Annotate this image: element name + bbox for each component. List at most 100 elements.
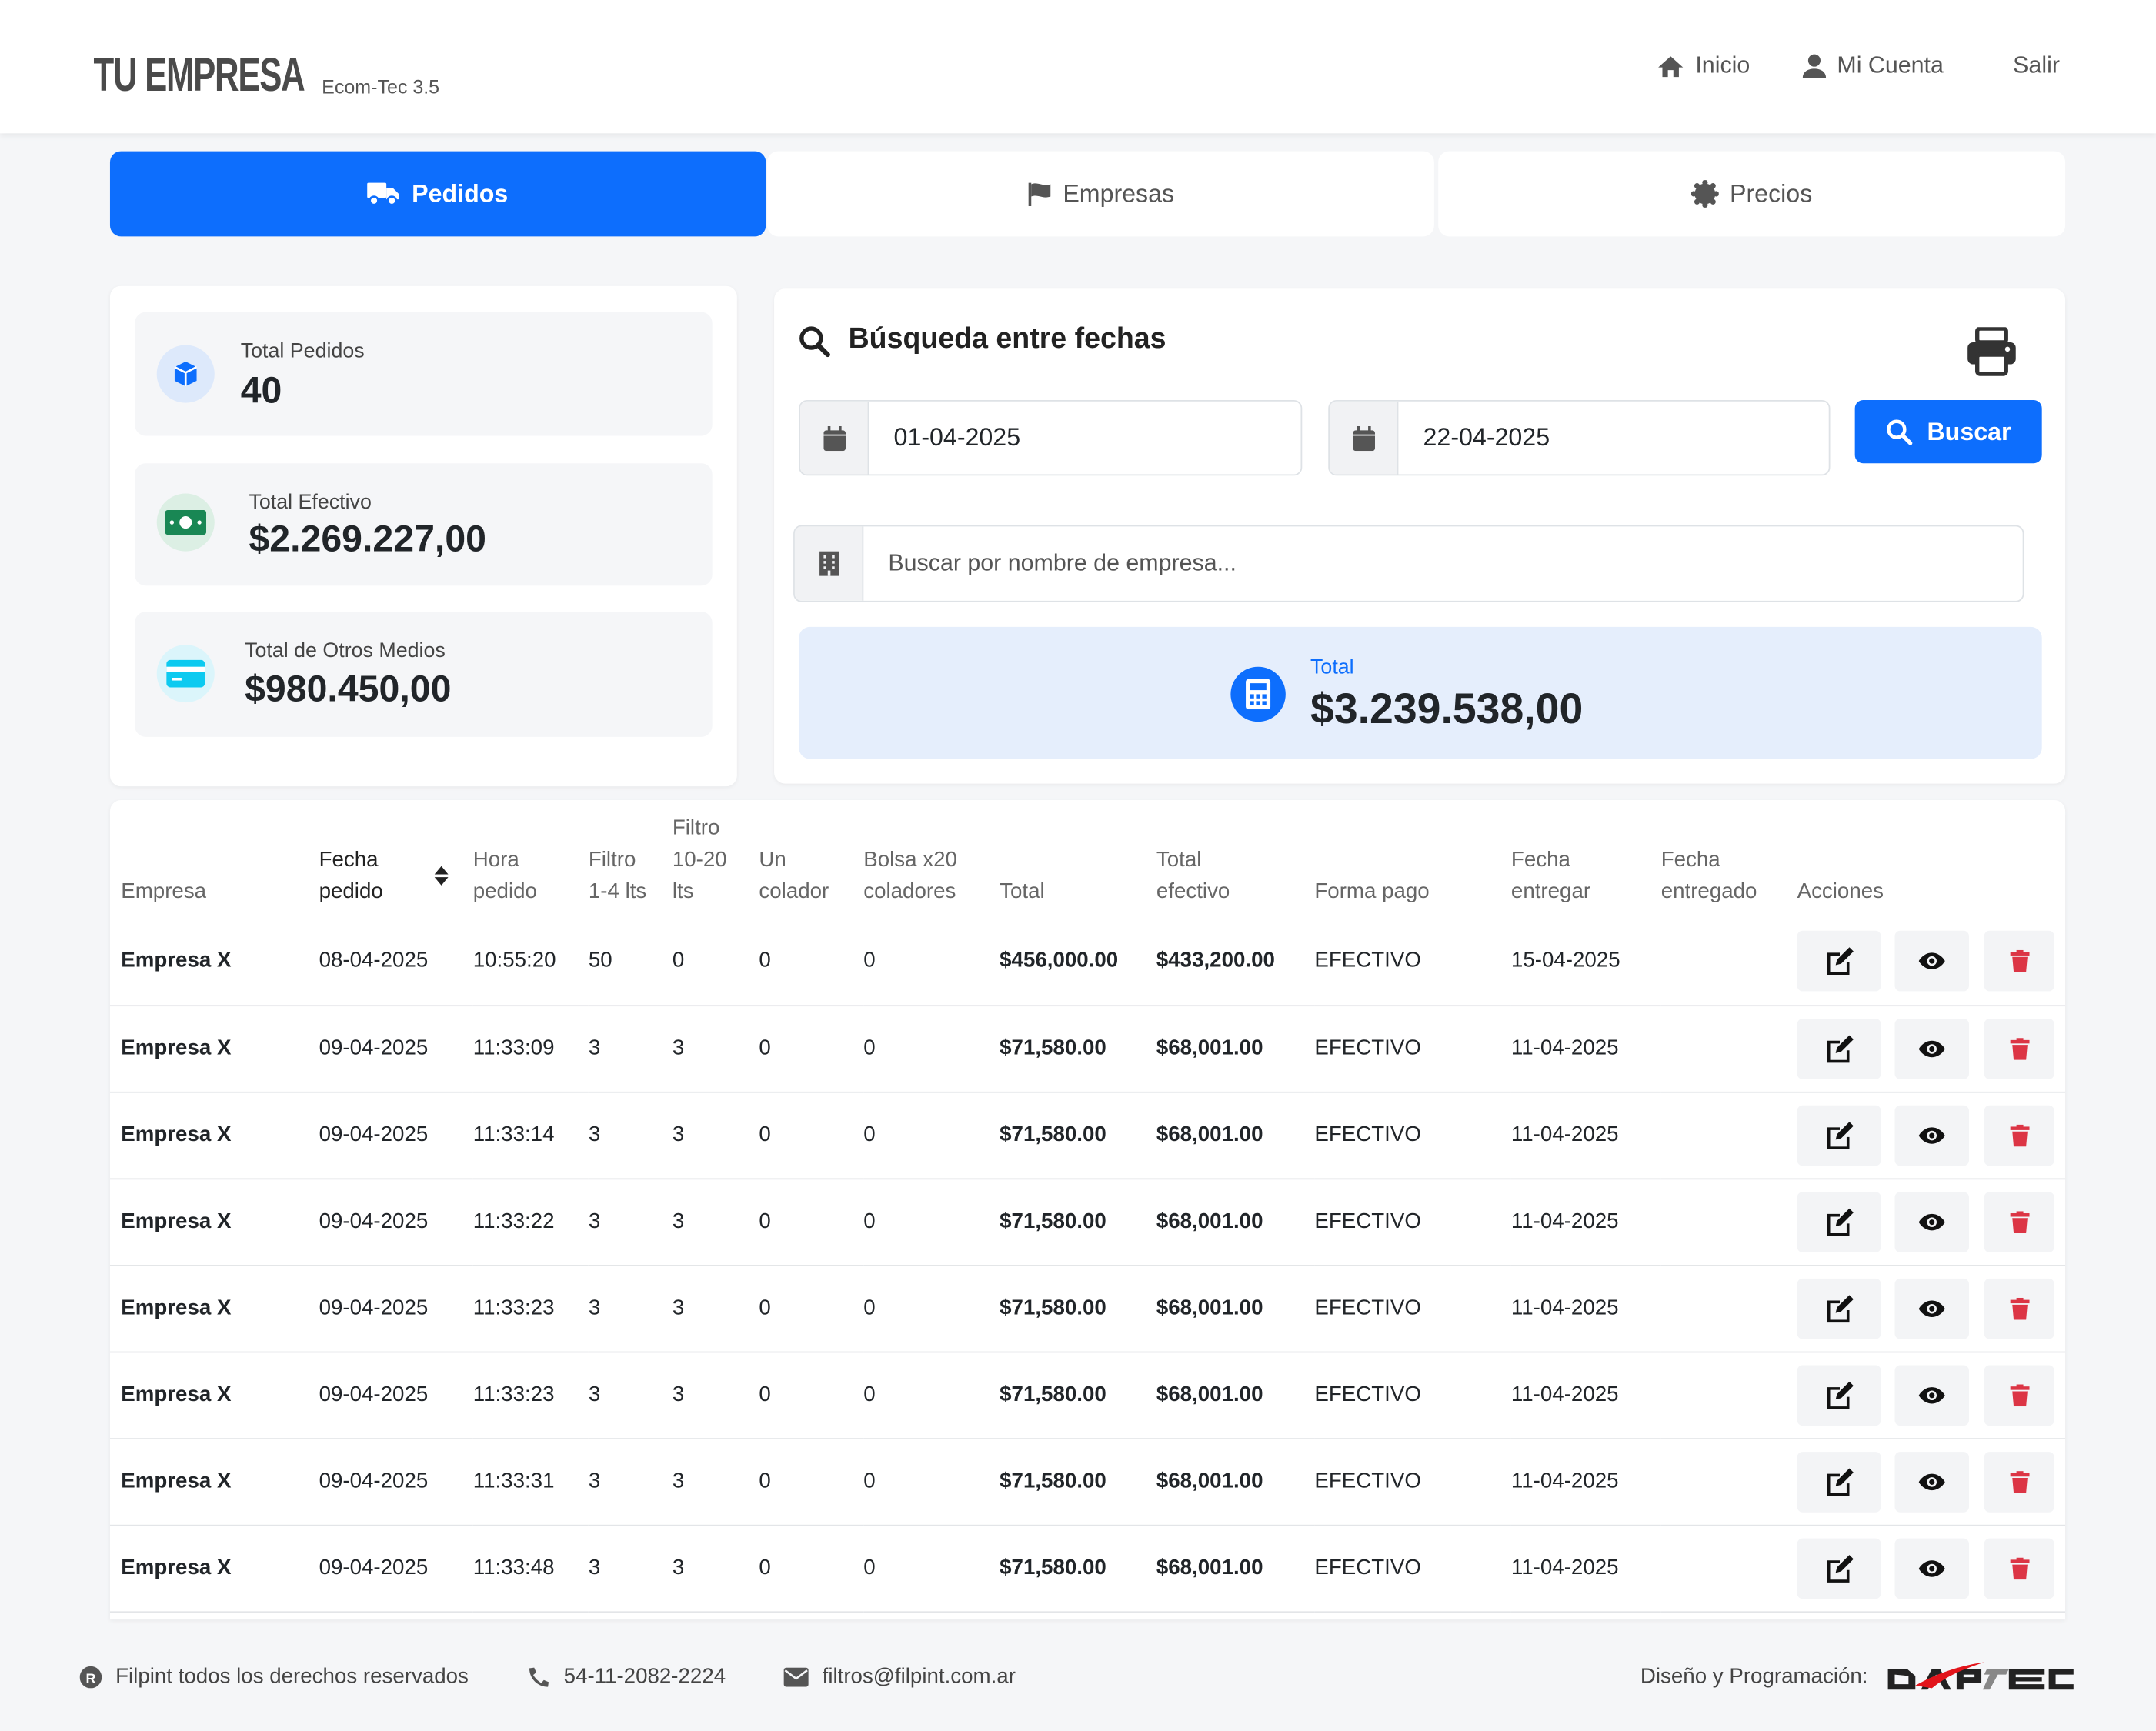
brand-logo[interactable]: TU EMPRESA xyxy=(93,49,305,102)
trash-icon xyxy=(2009,1297,2029,1319)
cell-hora-pedido: 11:33:22 xyxy=(472,1178,589,1266)
edit-icon xyxy=(1823,1206,1856,1236)
delete-button[interactable] xyxy=(1984,1364,2054,1426)
user-icon xyxy=(1802,54,1827,78)
date-to-input[interactable]: 22-04-2025 xyxy=(1328,400,1831,476)
company-search-input[interactable]: Buscar por nombre de empresa... xyxy=(793,525,2024,602)
footer-phone[interactable]: 54-11-2082-2224 xyxy=(528,1665,726,1689)
buscar-label: Buscar xyxy=(1927,417,2011,445)
date-from-input[interactable]: 01-04-2025 xyxy=(799,400,1303,476)
table-row: Empresa X 09-04-2025 11:33:22 3 3 0 0 $71,580.0… xyxy=(109,1178,2066,1266)
edit-button[interactable] xyxy=(1797,1191,1881,1252)
edit-button[interactable] xyxy=(1797,1018,1881,1079)
cell-acciones xyxy=(1797,1265,2066,1352)
cell-un-colador: 0 xyxy=(759,1351,864,1439)
cell-hora-pedido: 11:33:23 xyxy=(472,1351,589,1439)
view-button[interactable] xyxy=(1894,1451,1969,1512)
daptec-logo[interactable] xyxy=(1887,1661,2075,1696)
edit-button[interactable] xyxy=(1797,1451,1881,1512)
cell-bolsa-x20: 0 xyxy=(863,918,1000,1006)
cell-empresa: Empresa X xyxy=(109,1351,319,1439)
cell-fecha-entregar: 11-04-2025 xyxy=(1510,1091,1661,1179)
delete-button[interactable] xyxy=(1984,1278,2054,1339)
edit-icon xyxy=(1823,1553,1856,1583)
cell-acciones xyxy=(1797,1005,2066,1092)
view-button[interactable] xyxy=(1894,1018,1969,1079)
total-label: Total xyxy=(1310,655,1354,679)
printer-icon[interactable] xyxy=(1966,327,2017,376)
delete-button[interactable] xyxy=(1984,931,2054,992)
view-button[interactable] xyxy=(1894,1278,1969,1339)
cell-empresa: Empresa X xyxy=(109,1524,319,1613)
view-button[interactable] xyxy=(1894,1364,1969,1426)
cell-forma-pago: EFECTIVO xyxy=(1314,1524,1511,1613)
svg-text:R: R xyxy=(85,1670,95,1686)
delete-button[interactable] xyxy=(1984,1104,2054,1166)
edit-icon xyxy=(1823,1120,1856,1150)
trash-icon xyxy=(2009,1556,2029,1579)
top-navbar: TU EMPRESA Ecom-Tec 3.5 Inicio Mi Cuenta… xyxy=(0,0,2156,134)
cell-filtro-10-20: 3 xyxy=(672,1351,759,1439)
app-version: Ecom-Tec 3.5 xyxy=(322,75,440,98)
tab-precios[interactable]: Precios xyxy=(1438,151,2066,237)
edit-button[interactable] xyxy=(1797,1278,1881,1339)
trash-icon xyxy=(2009,1123,2029,1146)
cell-acciones xyxy=(1797,1351,2066,1439)
tab-empresas[interactable]: Empresas xyxy=(767,151,1434,237)
column-header-total: Total xyxy=(1000,811,1156,918)
nav-inicio[interactable]: Inicio xyxy=(1657,52,1750,80)
search-icon xyxy=(799,326,830,358)
sort-icon[interactable] xyxy=(434,866,449,886)
column-header-fecha-pedido[interactable]: Fecha pedido xyxy=(319,811,473,918)
cell-bolsa-x20: 0 xyxy=(863,1178,1000,1266)
edit-icon xyxy=(1823,1033,1856,1063)
tab-pedidos-label: Pedidos xyxy=(412,179,509,207)
badge-icon xyxy=(1690,180,1719,208)
tab-pedidos[interactable]: Pedidos xyxy=(109,151,766,237)
column-header-label: Acciones xyxy=(1797,879,1884,904)
calculator-icon xyxy=(1230,666,1286,722)
column-header-un-colador: Un colador xyxy=(759,811,863,918)
buscar-button[interactable]: Buscar xyxy=(1854,400,2042,464)
stat-otros-medios: Total de Otros Medios $980.450,00 xyxy=(135,612,713,737)
footer-credit: Diseño y Programación: xyxy=(1640,1665,1868,1689)
copyright-text: Filpint todos los derechos reservados xyxy=(115,1665,469,1689)
edit-button[interactable] xyxy=(1797,1537,1881,1599)
view-button[interactable] xyxy=(1894,1537,1969,1599)
column-header-label: Fecha pedido xyxy=(319,848,383,904)
view-button[interactable] xyxy=(1894,1104,1969,1166)
cell-un-colador: 0 xyxy=(759,1265,864,1352)
cell-total: $71,580.00 xyxy=(1000,1351,1156,1439)
cell-total-efectivo: $68,001.00 xyxy=(1156,1265,1315,1352)
cell-fecha-entregado xyxy=(1660,1438,1797,1526)
cell-fecha-entregado xyxy=(1660,1351,1797,1439)
column-header-forma-pago: Forma pago xyxy=(1314,811,1511,918)
column-header-filtro-10-20: Filtro 10-20 lts xyxy=(672,811,759,918)
column-header-label: Filtro 1-4 lts xyxy=(588,848,647,904)
nav-mi-cuenta[interactable]: Mi Cuenta xyxy=(1802,52,1944,80)
cell-total: $71,580.00 xyxy=(1000,1438,1156,1526)
column-header-empresa: Empresa xyxy=(110,811,319,918)
cell-un-colador: 0 xyxy=(759,1524,864,1613)
view-button[interactable] xyxy=(1894,931,1969,992)
footer-email[interactable]: filtros@filpint.com.ar xyxy=(783,1665,1016,1689)
cell-empresa: Empresa X xyxy=(109,1091,319,1179)
cell-filtro-10-20: 3 xyxy=(672,1091,759,1179)
stat-label: Total Efectivo xyxy=(249,490,372,515)
delete-button[interactable] xyxy=(1984,1537,2054,1599)
delete-button[interactable] xyxy=(1984,1451,2054,1512)
delete-button[interactable] xyxy=(1984,1191,2054,1252)
cell-total-efectivo: $68,001.00 xyxy=(1156,1524,1315,1613)
view-button[interactable] xyxy=(1894,1191,1969,1252)
nav-salir[interactable]: Salir xyxy=(2013,52,2060,78)
edit-button[interactable] xyxy=(1797,1364,1881,1426)
edit-button[interactable] xyxy=(1797,1104,1881,1166)
edit-button[interactable] xyxy=(1797,931,1881,992)
trash-icon xyxy=(2009,1037,2029,1059)
cell-forma-pago: EFECTIVO xyxy=(1314,1438,1511,1526)
email-text: filtros@filpint.com.ar xyxy=(822,1665,1016,1689)
nav-mi-cuenta-label: Mi Cuenta xyxy=(1837,52,1944,78)
cell-fecha-entregar: 11-04-2025 xyxy=(1510,1178,1661,1266)
tab-empresas-label: Empresas xyxy=(1063,179,1175,207)
delete-button[interactable] xyxy=(1984,1018,2054,1079)
